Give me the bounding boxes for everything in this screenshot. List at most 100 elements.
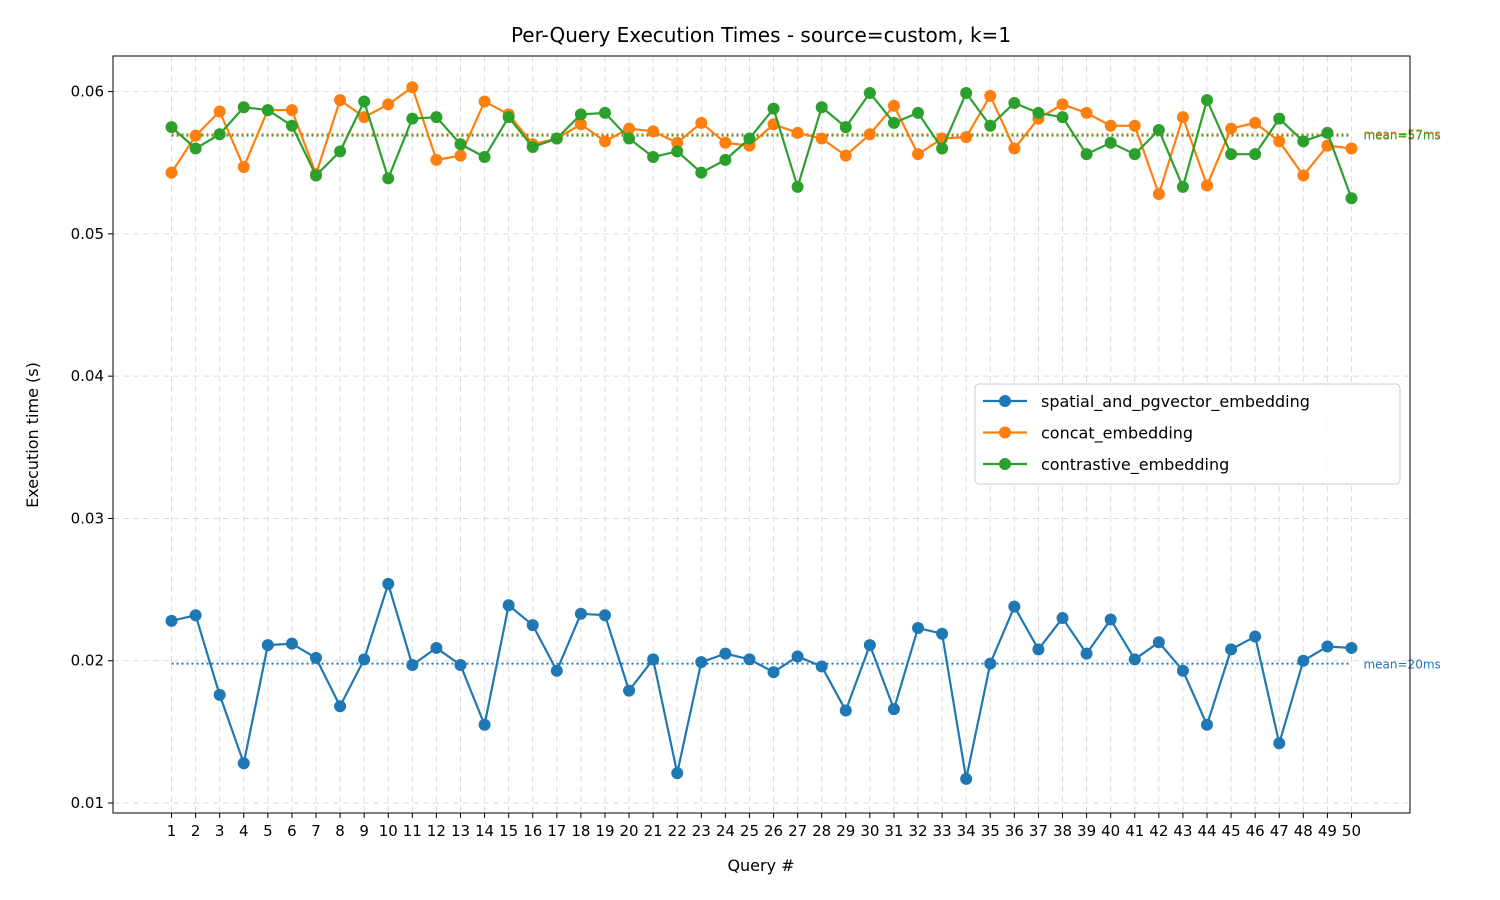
data-point-concat_embedding [1008, 142, 1021, 155]
y-tick-label: 0.04 [71, 367, 104, 385]
data-point-contrastive_embedding [936, 142, 949, 155]
data-point-spatial_and_pgvector_embedding [382, 577, 395, 590]
mean-label-contrastive_embedding: mean=57ms [1363, 129, 1440, 143]
x-tick-label: 26 [764, 822, 783, 840]
data-point-contrastive_embedding [671, 145, 684, 158]
data-point-contrastive_embedding [237, 101, 250, 114]
data-point-contrastive_embedding [1152, 123, 1165, 136]
data-point-spatial_and_pgvector_embedding [165, 614, 178, 627]
x-tick-label: 38 [1053, 822, 1072, 840]
data-point-spatial_and_pgvector_embedding [815, 660, 828, 673]
x-tick-label: 34 [957, 822, 976, 840]
data-point-contrastive_embedding [454, 138, 467, 151]
data-point-concat_embedding [1104, 119, 1117, 132]
y-tick-label: 0.06 [71, 83, 104, 101]
data-point-concat_embedding [695, 116, 708, 129]
x-tick-label: 25 [740, 822, 759, 840]
x-tick-label: 12 [427, 822, 446, 840]
data-point-contrastive_embedding [1056, 111, 1069, 124]
data-point-spatial_and_pgvector_embedding [1321, 640, 1334, 653]
x-tick-label: 16 [523, 822, 542, 840]
x-tick-label: 24 [716, 822, 735, 840]
data-point-contrastive_embedding [815, 101, 828, 114]
data-point-contrastive_embedding [984, 119, 997, 132]
data-point-contrastive_embedding [887, 116, 900, 129]
x-tick-label: 6 [287, 822, 297, 840]
data-point-concat_embedding [623, 122, 636, 135]
data-point-contrastive_embedding [863, 86, 876, 99]
data-point-spatial_and_pgvector_embedding [912, 622, 925, 635]
data-point-spatial_and_pgvector_embedding [502, 599, 515, 612]
data-point-concat_embedding [839, 149, 852, 162]
x-tick-label: 5 [263, 822, 273, 840]
legend: spatial_and_pgvector_embedding concat_emb… [974, 383, 1401, 485]
data-point-spatial_and_pgvector_embedding [285, 637, 298, 650]
data-point-concat_embedding [1152, 188, 1165, 201]
y-tick-label: 0.02 [71, 652, 104, 670]
x-tick-label: 39 [1077, 822, 1096, 840]
data-point-spatial_and_pgvector_embedding [1008, 600, 1021, 613]
mean-label-concat_embedding: mean=57ms [1363, 127, 1440, 141]
data-point-contrastive_embedding [213, 128, 226, 141]
data-point-contrastive_embedding [406, 112, 419, 125]
x-tick-label: 43 [1173, 822, 1192, 840]
x-tick-label: 2 [191, 822, 201, 840]
data-point-spatial_and_pgvector_embedding [1176, 664, 1189, 677]
data-point-contrastive_embedding [1273, 112, 1286, 125]
x-tick-label: 46 [1246, 822, 1265, 840]
x-tick-label: 3 [215, 822, 225, 840]
x-tick-label: 29 [836, 822, 855, 840]
data-point-concat_embedding [1249, 116, 1262, 129]
data-point-contrastive_embedding [743, 132, 756, 145]
data-point-concat_embedding [1128, 119, 1141, 132]
data-point-contrastive_embedding [358, 95, 371, 108]
data-point-concat_embedding [1200, 179, 1213, 192]
y-tick-label: 0.01 [71, 794, 104, 812]
x-tick-label: 8 [335, 822, 345, 840]
data-point-concat_embedding [406, 81, 419, 94]
data-point-spatial_and_pgvector_embedding [767, 666, 780, 679]
data-point-concat_embedding [791, 126, 804, 139]
data-point-spatial_and_pgvector_embedding [598, 609, 611, 622]
x-axis-title: Query # [727, 856, 794, 875]
data-point-contrastive_embedding [526, 141, 539, 154]
x-tick-label: 14 [475, 822, 494, 840]
x-tick-label: 27 [788, 822, 807, 840]
x-tick-label: 10 [379, 822, 398, 840]
x-tick-label: 37 [1029, 822, 1048, 840]
data-point-spatial_and_pgvector_embedding [1273, 737, 1286, 750]
data-point-contrastive_embedding [430, 111, 443, 124]
x-tick-label: 40 [1101, 822, 1120, 840]
data-point-contrastive_embedding [1321, 126, 1334, 139]
data-point-contrastive_embedding [767, 102, 780, 115]
data-point-concat_embedding [719, 136, 732, 149]
data-point-contrastive_embedding [1249, 148, 1262, 161]
data-point-spatial_and_pgvector_embedding [647, 653, 660, 666]
data-point-contrastive_embedding [598, 106, 611, 119]
data-point-contrastive_embedding [1008, 96, 1021, 109]
data-point-contrastive_embedding [478, 151, 491, 164]
x-tick-label: 1 [167, 822, 177, 840]
plot-frame [112, 55, 1411, 814]
data-point-spatial_and_pgvector_embedding [1297, 654, 1310, 667]
legend-label: spatial_and_pgvector_embedding [1041, 392, 1310, 412]
x-tick-label: 11 [403, 822, 422, 840]
data-point-concat_embedding [1080, 106, 1093, 119]
data-point-contrastive_embedding [1176, 180, 1189, 193]
data-point-spatial_and_pgvector_embedding [574, 607, 587, 620]
data-point-contrastive_embedding [165, 121, 178, 134]
data-point-concat_embedding [1345, 142, 1358, 155]
y-axis-title: Execution time (s) [23, 362, 42, 508]
data-point-contrastive_embedding [1104, 136, 1117, 149]
x-tick-label: 21 [644, 822, 663, 840]
x-tick-label: 47 [1270, 822, 1289, 840]
data-point-spatial_and_pgvector_embedding [863, 639, 876, 652]
x-tick-label: 33 [933, 822, 952, 840]
legend-swatch-marker [999, 458, 1011, 470]
data-point-concat_embedding [213, 105, 226, 118]
data-point-contrastive_embedding [261, 104, 274, 117]
series-lines [165, 81, 1358, 785]
data-point-spatial_and_pgvector_embedding [213, 688, 226, 701]
data-point-spatial_and_pgvector_embedding [430, 641, 443, 654]
chart-title: Per-Query Execution Times - source=custo… [511, 23, 1011, 47]
